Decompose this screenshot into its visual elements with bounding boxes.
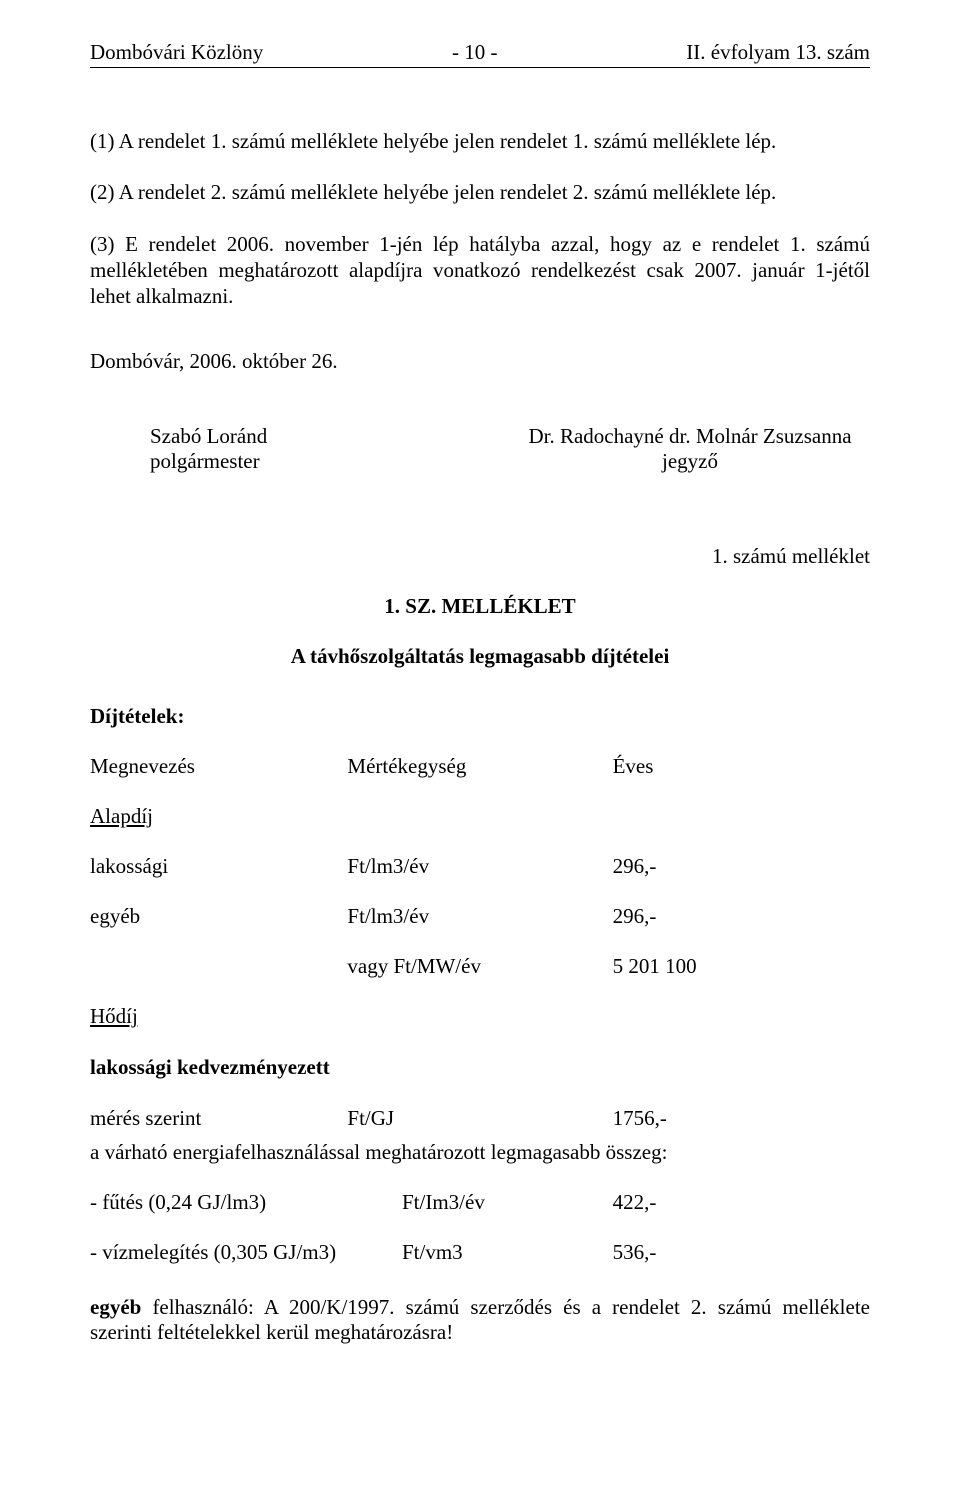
hodij-label: Hődíj <box>90 1004 870 1029</box>
cell-name: mérés szerint <box>90 1106 347 1131</box>
cell-value: 5 201 100 <box>613 954 870 979</box>
cell-name: - vízmelegítés (0,305 GJ/m3) <box>90 1240 402 1265</box>
attachment-label: 1. számú melléklet <box>90 544 870 569</box>
table-row: egyéb Ft/lm3/év 296,- <box>90 904 870 929</box>
table-header-row: Megnevezés Mértékegység Éves <box>90 754 870 779</box>
th-name: Megnevezés <box>90 754 347 779</box>
cell-unit: vagy Ft/MW/év <box>347 954 612 979</box>
sign-left-name: Szabó Loránd <box>150 424 510 449</box>
cell-name <box>90 954 347 979</box>
cell-name: - fűtés (0,24 GJ/lm3) <box>90 1190 402 1215</box>
attachment-title: 1. SZ. MELLÉKLET <box>90 594 870 619</box>
table-row: vagy Ft/MW/év 5 201 100 <box>90 954 870 979</box>
cell-unit: Ft/vm3 <box>402 1240 613 1265</box>
meres-note: a várható energiafelhasználással meghatá… <box>90 1139 870 1165</box>
paragraph-2: (2) A rendelet 2. számú melléklete helyé… <box>90 179 870 205</box>
cell-name: egyéb <box>90 904 347 929</box>
sign-left-title: polgármester <box>150 449 510 474</box>
cell-value: 1756,- <box>613 1106 870 1131</box>
header-center: - 10 - <box>452 40 498 65</box>
table-row: - fűtés (0,24 GJ/lm3) Ft/Im3/év 422,- <box>90 1190 870 1215</box>
cell-unit: Ft/lm3/év <box>347 854 612 879</box>
cell-unit: Ft/GJ <box>347 1106 612 1131</box>
page-header: Dombóvári Közlöny - 10 - II. évfolyam 13… <box>90 40 870 68</box>
cell-unit: Ft/lm3/év <box>347 904 612 929</box>
table-row: lakossági Ft/lm3/év 296,- <box>90 854 870 879</box>
dijtetelek-label: Díjtételek: <box>90 704 870 729</box>
header-right: II. évfolyam 13. szám <box>686 40 870 65</box>
cell-name: lakossági <box>90 854 347 879</box>
cell-value: 422,- <box>613 1190 870 1215</box>
footer-bold: egyéb <box>90 1295 141 1319</box>
footer-note: egyéb felhasználó: A 200/K/1997. számú s… <box>90 1295 870 1345</box>
paragraph-1: (1) A rendelet 1. számú melléklete helyé… <box>90 128 870 154</box>
signature-right: Dr. Radochayné dr. Molnár Zsuzsanna jegy… <box>510 424 870 474</box>
date-line: Dombóvár, 2006. október 26. <box>90 349 870 374</box>
cell-unit: Ft/Im3/év <box>402 1190 613 1215</box>
th-unit: Mértékegység <box>347 754 612 779</box>
sign-right-title: jegyző <box>510 449 870 474</box>
paragraph-3: (3) E rendelet 2006. november 1-jén lép … <box>90 231 870 310</box>
footer-rest: felhasználó: A 200/K/1997. számú szerződ… <box>90 1295 870 1344</box>
page: Dombóvári Közlöny - 10 - II. évfolyam 13… <box>0 0 960 1492</box>
header-left: Dombóvári Közlöny <box>90 40 263 65</box>
sign-right-name: Dr. Radochayné dr. Molnár Zsuzsanna <box>510 424 870 449</box>
table-row: - vízmelegítés (0,305 GJ/m3) Ft/vm3 536,… <box>90 1240 870 1265</box>
cell-value: 296,- <box>613 904 870 929</box>
attachment-subtitle: A távhőszolgáltatás legmagasabb díjtétel… <box>90 644 870 669</box>
alapdij-label: Alapdíj <box>90 804 870 829</box>
table-row: mérés szerint Ft/GJ 1756,- <box>90 1106 870 1131</box>
th-value: Éves <box>613 754 870 779</box>
hodij-sub: lakossági kedvezményezett <box>90 1054 870 1080</box>
cell-value: 296,- <box>613 854 870 879</box>
signature-left: Szabó Loránd polgármester <box>90 424 510 474</box>
cell-value: 536,- <box>613 1240 870 1265</box>
signature-row: Szabó Loránd polgármester Dr. Radochayné… <box>90 424 870 474</box>
